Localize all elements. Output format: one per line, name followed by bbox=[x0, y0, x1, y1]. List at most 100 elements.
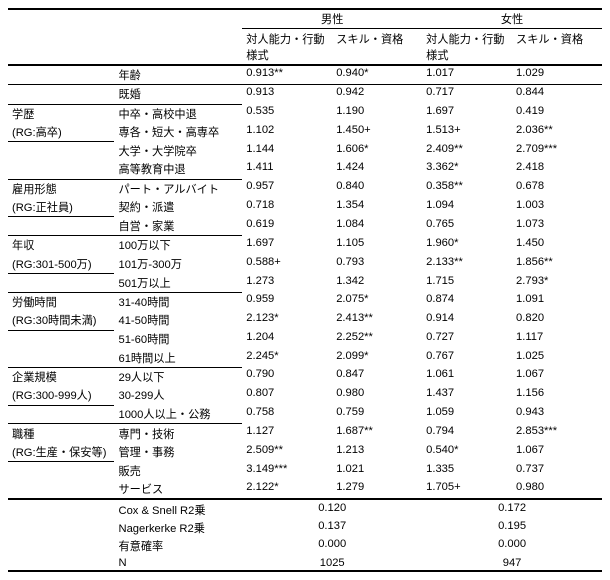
group-label bbox=[8, 273, 114, 292]
sig-f: 0.000 bbox=[422, 537, 602, 555]
cell-m2: 1.424 bbox=[332, 160, 422, 179]
group-label: (RG:高卒) bbox=[8, 123, 114, 142]
table-row: 61時間以上2.245*2.099*0.7671.025 bbox=[8, 348, 602, 367]
cell-f2: 1.029 bbox=[512, 65, 602, 85]
cell-m1: 2.509** bbox=[242, 443, 332, 462]
cell-f2: 0.943 bbox=[512, 405, 602, 424]
row-label: 中卒・高校中退 bbox=[114, 104, 242, 123]
group-label bbox=[8, 330, 114, 348]
cell-f2: 2.793* bbox=[512, 273, 602, 292]
group-label bbox=[8, 480, 114, 499]
stats-body: Cox & Snell R2乗 0.120 0.172 Nagerkerke R… bbox=[8, 499, 602, 571]
table-row: 年齢0.913**0.940*1.0171.029 bbox=[8, 65, 602, 85]
cell-f2: 1.067 bbox=[512, 443, 602, 462]
table-row: 職種専門・技術1.1271.687**0.7942.853*** bbox=[8, 424, 602, 443]
hdr-female: 女性 bbox=[422, 9, 602, 29]
cell-f1: 1.960* bbox=[422, 236, 512, 255]
table-row: 労働時間31-40時間0.9592.075*0.8741.091 bbox=[8, 292, 602, 311]
cell-f2: 0.419 bbox=[512, 104, 602, 123]
row-label: 100万以下 bbox=[114, 236, 242, 255]
cell-m2: 1.213 bbox=[332, 443, 422, 462]
cell-m2: 0.840 bbox=[332, 179, 422, 198]
n-label: N bbox=[114, 556, 242, 571]
cell-f1: 1.437 bbox=[422, 386, 512, 405]
cell-m2: 2.075* bbox=[332, 292, 422, 311]
cell-f1: 1.705+ bbox=[422, 480, 512, 499]
table-row: 年収100万以下1.6971.1051.960*1.450 bbox=[8, 236, 602, 255]
cell-m2: 2.252** bbox=[332, 330, 422, 348]
cell-m1: 0.957 bbox=[242, 179, 332, 198]
table-row: 販売3.149***1.0211.3350.737 bbox=[8, 462, 602, 480]
row-label: 年齢 bbox=[114, 65, 242, 85]
group-label: (RG:30時間未満) bbox=[8, 311, 114, 330]
cell-f1: 0.358** bbox=[422, 179, 512, 198]
cell-m1: 3.149*** bbox=[242, 462, 332, 480]
cell-m1: 0.790 bbox=[242, 367, 332, 386]
table-row: (RG:30時間未満)41-50時間2.123*2.413**0.9140.82… bbox=[8, 311, 602, 330]
table-row: (RG:正社員)契約・派遣0.7181.3541.0941.003 bbox=[8, 198, 602, 217]
hdr-f2: スキル・資格 bbox=[512, 29, 602, 65]
cell-m1: 0.913** bbox=[242, 65, 332, 85]
cell-m1: 1.273 bbox=[242, 273, 332, 292]
cell-m1: 0.718 bbox=[242, 198, 332, 217]
cell-m1: 1.102 bbox=[242, 123, 332, 142]
group-label bbox=[8, 405, 114, 424]
cell-m2: 1.105 bbox=[332, 236, 422, 255]
cell-m1: 0.588+ bbox=[242, 255, 332, 274]
cell-m2: 0.793 bbox=[332, 255, 422, 274]
cell-f1: 1.715 bbox=[422, 273, 512, 292]
cell-f2: 0.980 bbox=[512, 480, 602, 499]
cell-m2: 0.942 bbox=[332, 85, 422, 104]
group-label: 職種 bbox=[8, 424, 114, 443]
cell-m2: 1.687** bbox=[332, 424, 422, 443]
cell-f2: 1.450 bbox=[512, 236, 602, 255]
cell-m2: 0.847 bbox=[332, 367, 422, 386]
group-label: 学歴 bbox=[8, 104, 114, 123]
cell-f1: 1.513+ bbox=[422, 123, 512, 142]
row-label: 販売 bbox=[114, 462, 242, 480]
cell-f1: 1.059 bbox=[422, 405, 512, 424]
hdr-m1: 対人能力・行動様式 bbox=[242, 29, 332, 65]
group-label: 労働時間 bbox=[8, 292, 114, 311]
cell-m2: 1.342 bbox=[332, 273, 422, 292]
cell-f1: 0.767 bbox=[422, 348, 512, 367]
cell-m1: 0.913 bbox=[242, 85, 332, 104]
cell-f2: 0.844 bbox=[512, 85, 602, 104]
regression-table: 男性 女性 対人能力・行動様式 スキル・資格 対人能力・行動様式 スキル・資格 … bbox=[8, 8, 602, 572]
table-row: 企業規模29人以下0.7900.8471.0611.067 bbox=[8, 367, 602, 386]
group-label: (RG:生産・保安等) bbox=[8, 443, 114, 462]
cell-f2: 1.117 bbox=[512, 330, 602, 348]
cell-f2: 1.091 bbox=[512, 292, 602, 311]
cell-f2: 0.678 bbox=[512, 179, 602, 198]
cell-f1: 0.727 bbox=[422, 330, 512, 348]
cell-m1: 1.411 bbox=[242, 160, 332, 179]
cell-f1: 1.335 bbox=[422, 462, 512, 480]
cell-m2: 1.450+ bbox=[332, 123, 422, 142]
table-row: (RG:高卒)専各・短大・高専卒1.1021.450+1.513+2.036** bbox=[8, 123, 602, 142]
cell-f2: 1.856** bbox=[512, 255, 602, 274]
row-label: 501万以上 bbox=[114, 273, 242, 292]
table-row: 1000人以上・公務0.7580.7591.0590.943 bbox=[8, 405, 602, 424]
group-label bbox=[8, 462, 114, 480]
cell-f2: 2.853*** bbox=[512, 424, 602, 443]
group-label bbox=[8, 160, 114, 179]
cell-m1: 1.144 bbox=[242, 142, 332, 160]
cell-m2: 0.759 bbox=[332, 405, 422, 424]
cell-m1: 1.697 bbox=[242, 236, 332, 255]
cell-f1: 0.794 bbox=[422, 424, 512, 443]
group-label bbox=[8, 142, 114, 160]
cell-f2: 2.418 bbox=[512, 160, 602, 179]
row-label: 管理・事務 bbox=[114, 443, 242, 462]
cell-m1: 0.535 bbox=[242, 104, 332, 123]
cell-f2: 0.737 bbox=[512, 462, 602, 480]
table-row: (RG:生産・保安等)管理・事務2.509**1.2130.540*1.067 bbox=[8, 443, 602, 462]
coxsnell-m: 0.120 bbox=[242, 499, 422, 518]
table-row: 雇用形態パート・アルバイト0.9570.8400.358**0.678 bbox=[8, 179, 602, 198]
cell-f1: 2.409** bbox=[422, 142, 512, 160]
row-label: 1000人以上・公務 bbox=[114, 405, 242, 424]
row-label: 31-40時間 bbox=[114, 292, 242, 311]
table-row: 自営・家業0.6191.0840.7651.073 bbox=[8, 217, 602, 236]
row-label: 既婚 bbox=[114, 85, 242, 104]
table-row: サービス2.122*1.2791.705+0.980 bbox=[8, 480, 602, 499]
hdr-f1: 対人能力・行動様式 bbox=[422, 29, 512, 65]
